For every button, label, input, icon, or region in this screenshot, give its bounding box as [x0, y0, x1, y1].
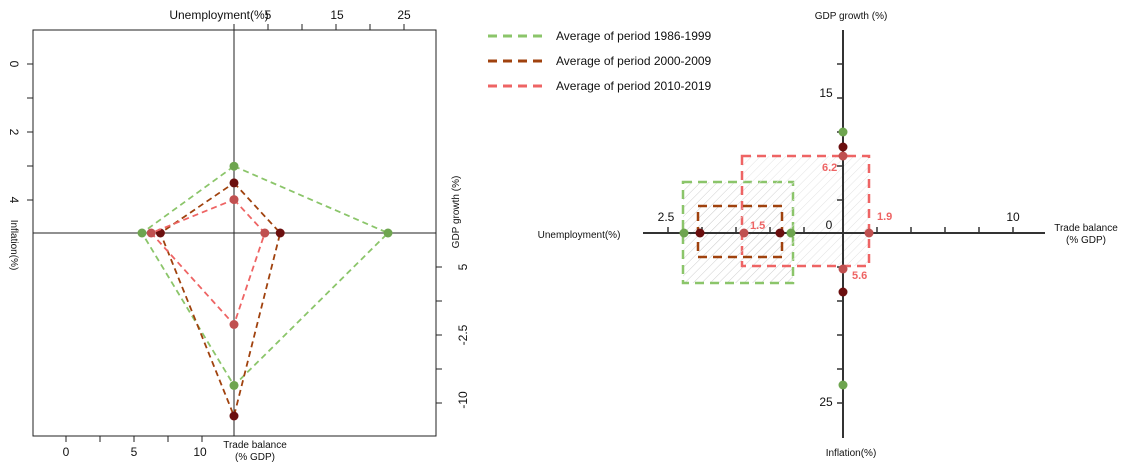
radar-point [146, 228, 156, 238]
radar-series-line [159, 181, 282, 419]
left-left-tick-label: 2 [7, 129, 21, 136]
left-radar-chart: Unemployment(%) 5 15 25 0 2 4 Inflation(… [7, 8, 470, 463]
annotation-value: 1.9 [877, 211, 892, 223]
radar-point [275, 228, 285, 238]
right-left-axis-label: Unemployment(%) [538, 230, 621, 241]
right-quadrant-chart: GDP growth (%) 15 25 Inflation(%) Unempl… [538, 11, 1119, 459]
right-bottom-axis-label: Inflation(%) [826, 448, 877, 459]
point-2010-2019 [838, 151, 848, 161]
point-2000-2009 [775, 228, 785, 238]
point-2000-2009 [838, 287, 848, 297]
left-bottom-tick-label: 5 [131, 445, 138, 459]
annotation-value: 1.5 [750, 220, 765, 232]
right-right-tick-label: 10 [1006, 210, 1020, 224]
radar-series-line [140, 165, 390, 387]
svg-text:Average of period 2010-2019: Average of period 2010-2019 [556, 79, 712, 93]
point-2000-2009 [695, 228, 705, 238]
point-2000-2009 [838, 142, 848, 152]
left-right-tick-label: -2.5 [456, 324, 470, 345]
right-top-axis-label: GDP growth (%) [815, 11, 888, 22]
right-bottom-tick-label: 25 [819, 395, 833, 409]
radar-point [229, 195, 239, 205]
left-top-tick-label: 15 [330, 8, 344, 22]
left-right-tick-label: 5 [456, 263, 470, 270]
right-top-tick-label: 15 [819, 86, 833, 100]
legend-item: Average of period 2010-2019 [488, 79, 712, 93]
radar-point [229, 411, 239, 421]
radar-point [229, 320, 239, 329]
radar-point [229, 381, 239, 390]
point-2010-2019 [739, 228, 749, 238]
left-radar-series [137, 161, 393, 421]
left-right-tick-label: -10 [456, 391, 470, 409]
left-left-tick-label: 4 [7, 197, 21, 204]
left-left-ticks [27, 63, 33, 201]
right-points [679, 127, 874, 390]
radar-point [137, 228, 147, 238]
radar-point [229, 161, 239, 171]
left-bottom-axis-label-1: Trade balance [223, 440, 287, 451]
legend-item: Average of period 1986-1999 [488, 29, 712, 43]
left-top-axis-label: Unemployment(%) [169, 8, 268, 22]
left-right-ticks [436, 266, 442, 404]
right-horizontal-ticks [667, 227, 1014, 233]
right-right-axis-label-1: Trade balance [1054, 223, 1118, 234]
radar-point [383, 228, 393, 238]
right-right-axis-label-2: (% GDP) [1066, 235, 1106, 246]
annotation-value: 5.6 [852, 270, 867, 282]
left-bottom-axis-label-2: (% GDP) [235, 452, 275, 463]
point-1986-1999 [838, 380, 848, 390]
left-bottom-tick-label: 0 [63, 445, 70, 459]
legend: Average of period 1986-1999 Average of p… [488, 29, 712, 93]
radar-point [229, 178, 239, 188]
annotation-value: 6.2 [822, 162, 837, 174]
point-2010-2019 [838, 264, 848, 274]
svg-text:Average of period 2000-2009: Average of period 2000-2009 [556, 54, 712, 68]
left-top-tick-label: 25 [397, 8, 411, 22]
point-2010-2019 [864, 228, 874, 238]
left-bottom-ticks [65, 436, 203, 442]
radar-series-line [149, 198, 266, 327]
right-left-tick-label: 2.5 [658, 210, 675, 224]
left-bottom-tick-label: 10 [193, 445, 207, 459]
left-left-tick-label: 0 [7, 61, 21, 68]
left-top-ticks [233, 24, 405, 30]
legend-item: Average of period 2000-2009 [488, 54, 712, 68]
left-right-axis-label: GDP growth (%) [451, 176, 462, 249]
radar-point [260, 228, 270, 238]
right-origin-label: 0 [826, 218, 833, 232]
left-left-axis-label: Inflation(%) [8, 220, 19, 271]
svg-text:Average of period 1986-1999: Average of period 1986-1999 [556, 29, 712, 43]
point-1986-1999 [786, 228, 796, 238]
point-1986-1999 [679, 228, 689, 238]
left-top-tick-label: 5 [265, 8, 272, 22]
point-1986-1999 [838, 127, 848, 137]
